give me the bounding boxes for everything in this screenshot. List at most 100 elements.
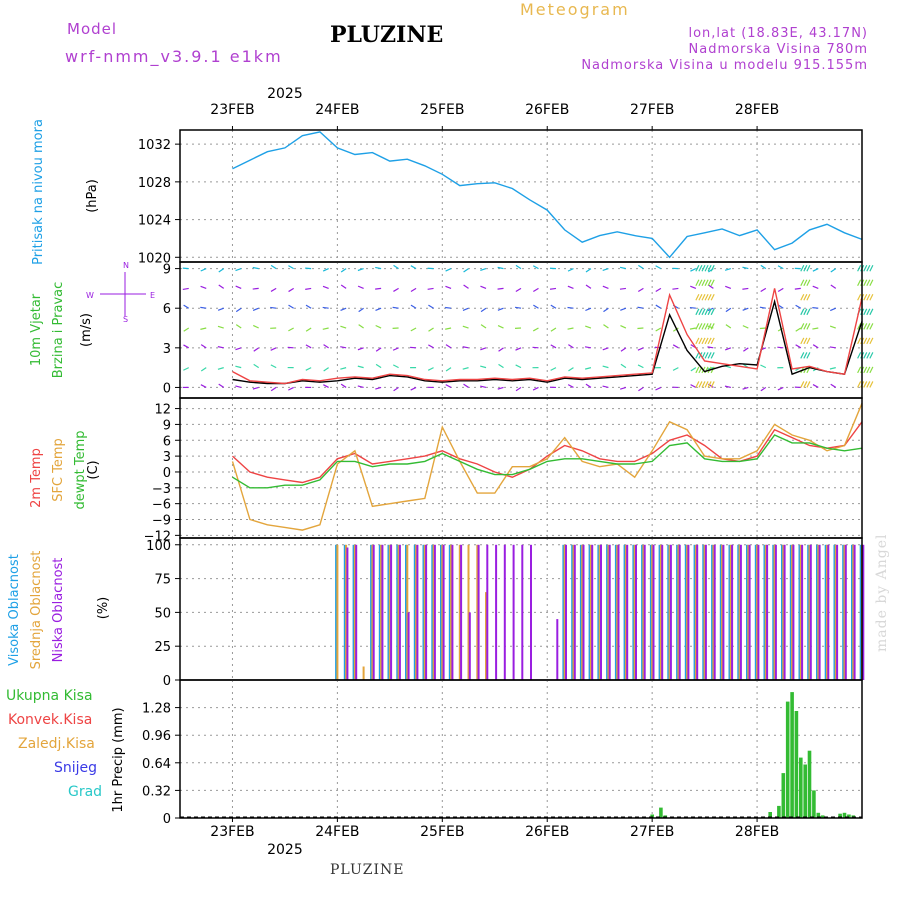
wind-vector-burst xyxy=(806,337,811,345)
wind-vector xyxy=(638,386,644,392)
cloud-bar xyxy=(721,544,724,680)
cloud-bar xyxy=(616,544,619,680)
cloud-bar xyxy=(530,544,532,680)
lonlat-label: lon,lat (18.83E, 43.17N) xyxy=(688,26,868,41)
cloud-bar xyxy=(774,544,777,680)
cloud-bar xyxy=(678,544,681,680)
cloud-bar xyxy=(817,544,820,680)
wind-vector xyxy=(724,385,731,389)
wind-vector xyxy=(357,268,364,272)
wind-vector-burst xyxy=(701,337,706,345)
wind-vector xyxy=(393,264,399,270)
cloud-bar xyxy=(702,544,705,680)
wind-side-label-2: Brzina i Pravac xyxy=(51,282,66,379)
wind-vector xyxy=(567,327,574,330)
cloud-bar xyxy=(477,544,480,680)
wind-vector xyxy=(358,324,364,329)
wind-vector xyxy=(183,304,190,309)
cloud-bar xyxy=(425,544,428,680)
cloud-bar xyxy=(442,544,445,680)
wind-vector xyxy=(514,306,522,309)
cloud-bar xyxy=(353,544,356,680)
wind-vector-burst xyxy=(803,279,808,287)
wind-vector xyxy=(270,264,277,270)
wind-vector xyxy=(812,384,819,388)
wind-vector xyxy=(200,268,207,272)
cloud-bar xyxy=(859,544,862,680)
wind-vector-burst xyxy=(695,381,700,388)
cloud-bar xyxy=(816,544,818,680)
wind-vector-burst xyxy=(803,337,808,345)
wind-vector xyxy=(445,344,452,349)
wind-vector-burst xyxy=(695,323,700,330)
wind-vector xyxy=(322,268,329,272)
wind-vector xyxy=(497,307,504,311)
wind-vector xyxy=(690,367,697,372)
cloud-bar xyxy=(862,544,865,680)
wind-vector xyxy=(567,384,574,388)
wind-vector xyxy=(235,285,242,289)
y-tick-label: 12 xyxy=(154,403,171,418)
wind-vector xyxy=(183,327,190,332)
cloud-bar xyxy=(729,544,732,680)
wind-vector xyxy=(322,285,329,289)
wind-vector-burst xyxy=(857,381,862,388)
cloud-bar xyxy=(448,544,451,680)
wind-vector xyxy=(323,367,329,372)
cloud-bar xyxy=(388,544,391,680)
wind-vector xyxy=(812,327,819,330)
cloud-bar xyxy=(582,544,585,680)
cloud-bar xyxy=(668,544,671,680)
wind-vector-burst xyxy=(800,323,805,330)
cloud-bar xyxy=(572,544,575,680)
wind-vector xyxy=(619,266,627,270)
precip-legend-0: Ukupna Kisa xyxy=(6,688,93,704)
wind-vector xyxy=(812,268,819,272)
wind-vector-burst xyxy=(704,323,709,330)
wind-vector xyxy=(759,327,766,330)
cloud-bar xyxy=(676,544,679,680)
wind-vector xyxy=(795,327,802,332)
wind-vector-burst xyxy=(803,294,808,301)
wind-vector-burst xyxy=(695,352,700,359)
cloud-bar xyxy=(398,544,401,680)
wind-vector xyxy=(742,266,749,270)
precip-bar xyxy=(799,757,803,818)
temp-line-orange xyxy=(231,403,863,531)
cloud-bar xyxy=(503,544,506,680)
cloud-bar xyxy=(617,544,620,680)
wind-vector-burst xyxy=(695,294,700,301)
cloud-bar xyxy=(842,544,845,680)
cloud-bar xyxy=(694,544,697,680)
wind-vector xyxy=(742,287,749,290)
wind-vector xyxy=(235,268,242,272)
cloud-bar xyxy=(641,544,644,680)
temp-side-label-dewpt: dewpt Temp xyxy=(73,430,88,509)
wind-vector xyxy=(445,367,452,372)
top-date-label: 25FEB xyxy=(420,102,464,118)
cloud-bar xyxy=(565,544,567,680)
cloud-bar xyxy=(852,544,855,680)
top-date-label: 27FEB xyxy=(630,102,674,118)
cloud-bar xyxy=(713,544,716,680)
cloud-bar xyxy=(652,544,655,680)
precip-legend-1: Konvek.Kisa xyxy=(8,712,92,728)
cloud-bar xyxy=(450,544,453,680)
cloud-bar xyxy=(763,544,766,680)
wind-vector xyxy=(585,268,592,273)
precip-bar xyxy=(659,807,663,818)
bottom-date-label: 26FEB xyxy=(525,824,569,840)
wind-vector xyxy=(463,268,469,273)
top-date-label: 23FEB xyxy=(210,102,254,118)
wind-vector-burst xyxy=(707,323,712,330)
wind-vector xyxy=(270,386,277,392)
wind-vector xyxy=(340,346,347,349)
cloud-bar xyxy=(791,544,794,680)
top-date-label: 26FEB xyxy=(525,102,569,118)
cloud-bar xyxy=(476,544,479,680)
cloud-bar xyxy=(433,544,436,680)
wind-vector-burst xyxy=(704,294,709,301)
bottom-date-label: 27FEB xyxy=(630,824,674,840)
wind-vector xyxy=(217,325,224,329)
wind-vector xyxy=(340,383,347,388)
